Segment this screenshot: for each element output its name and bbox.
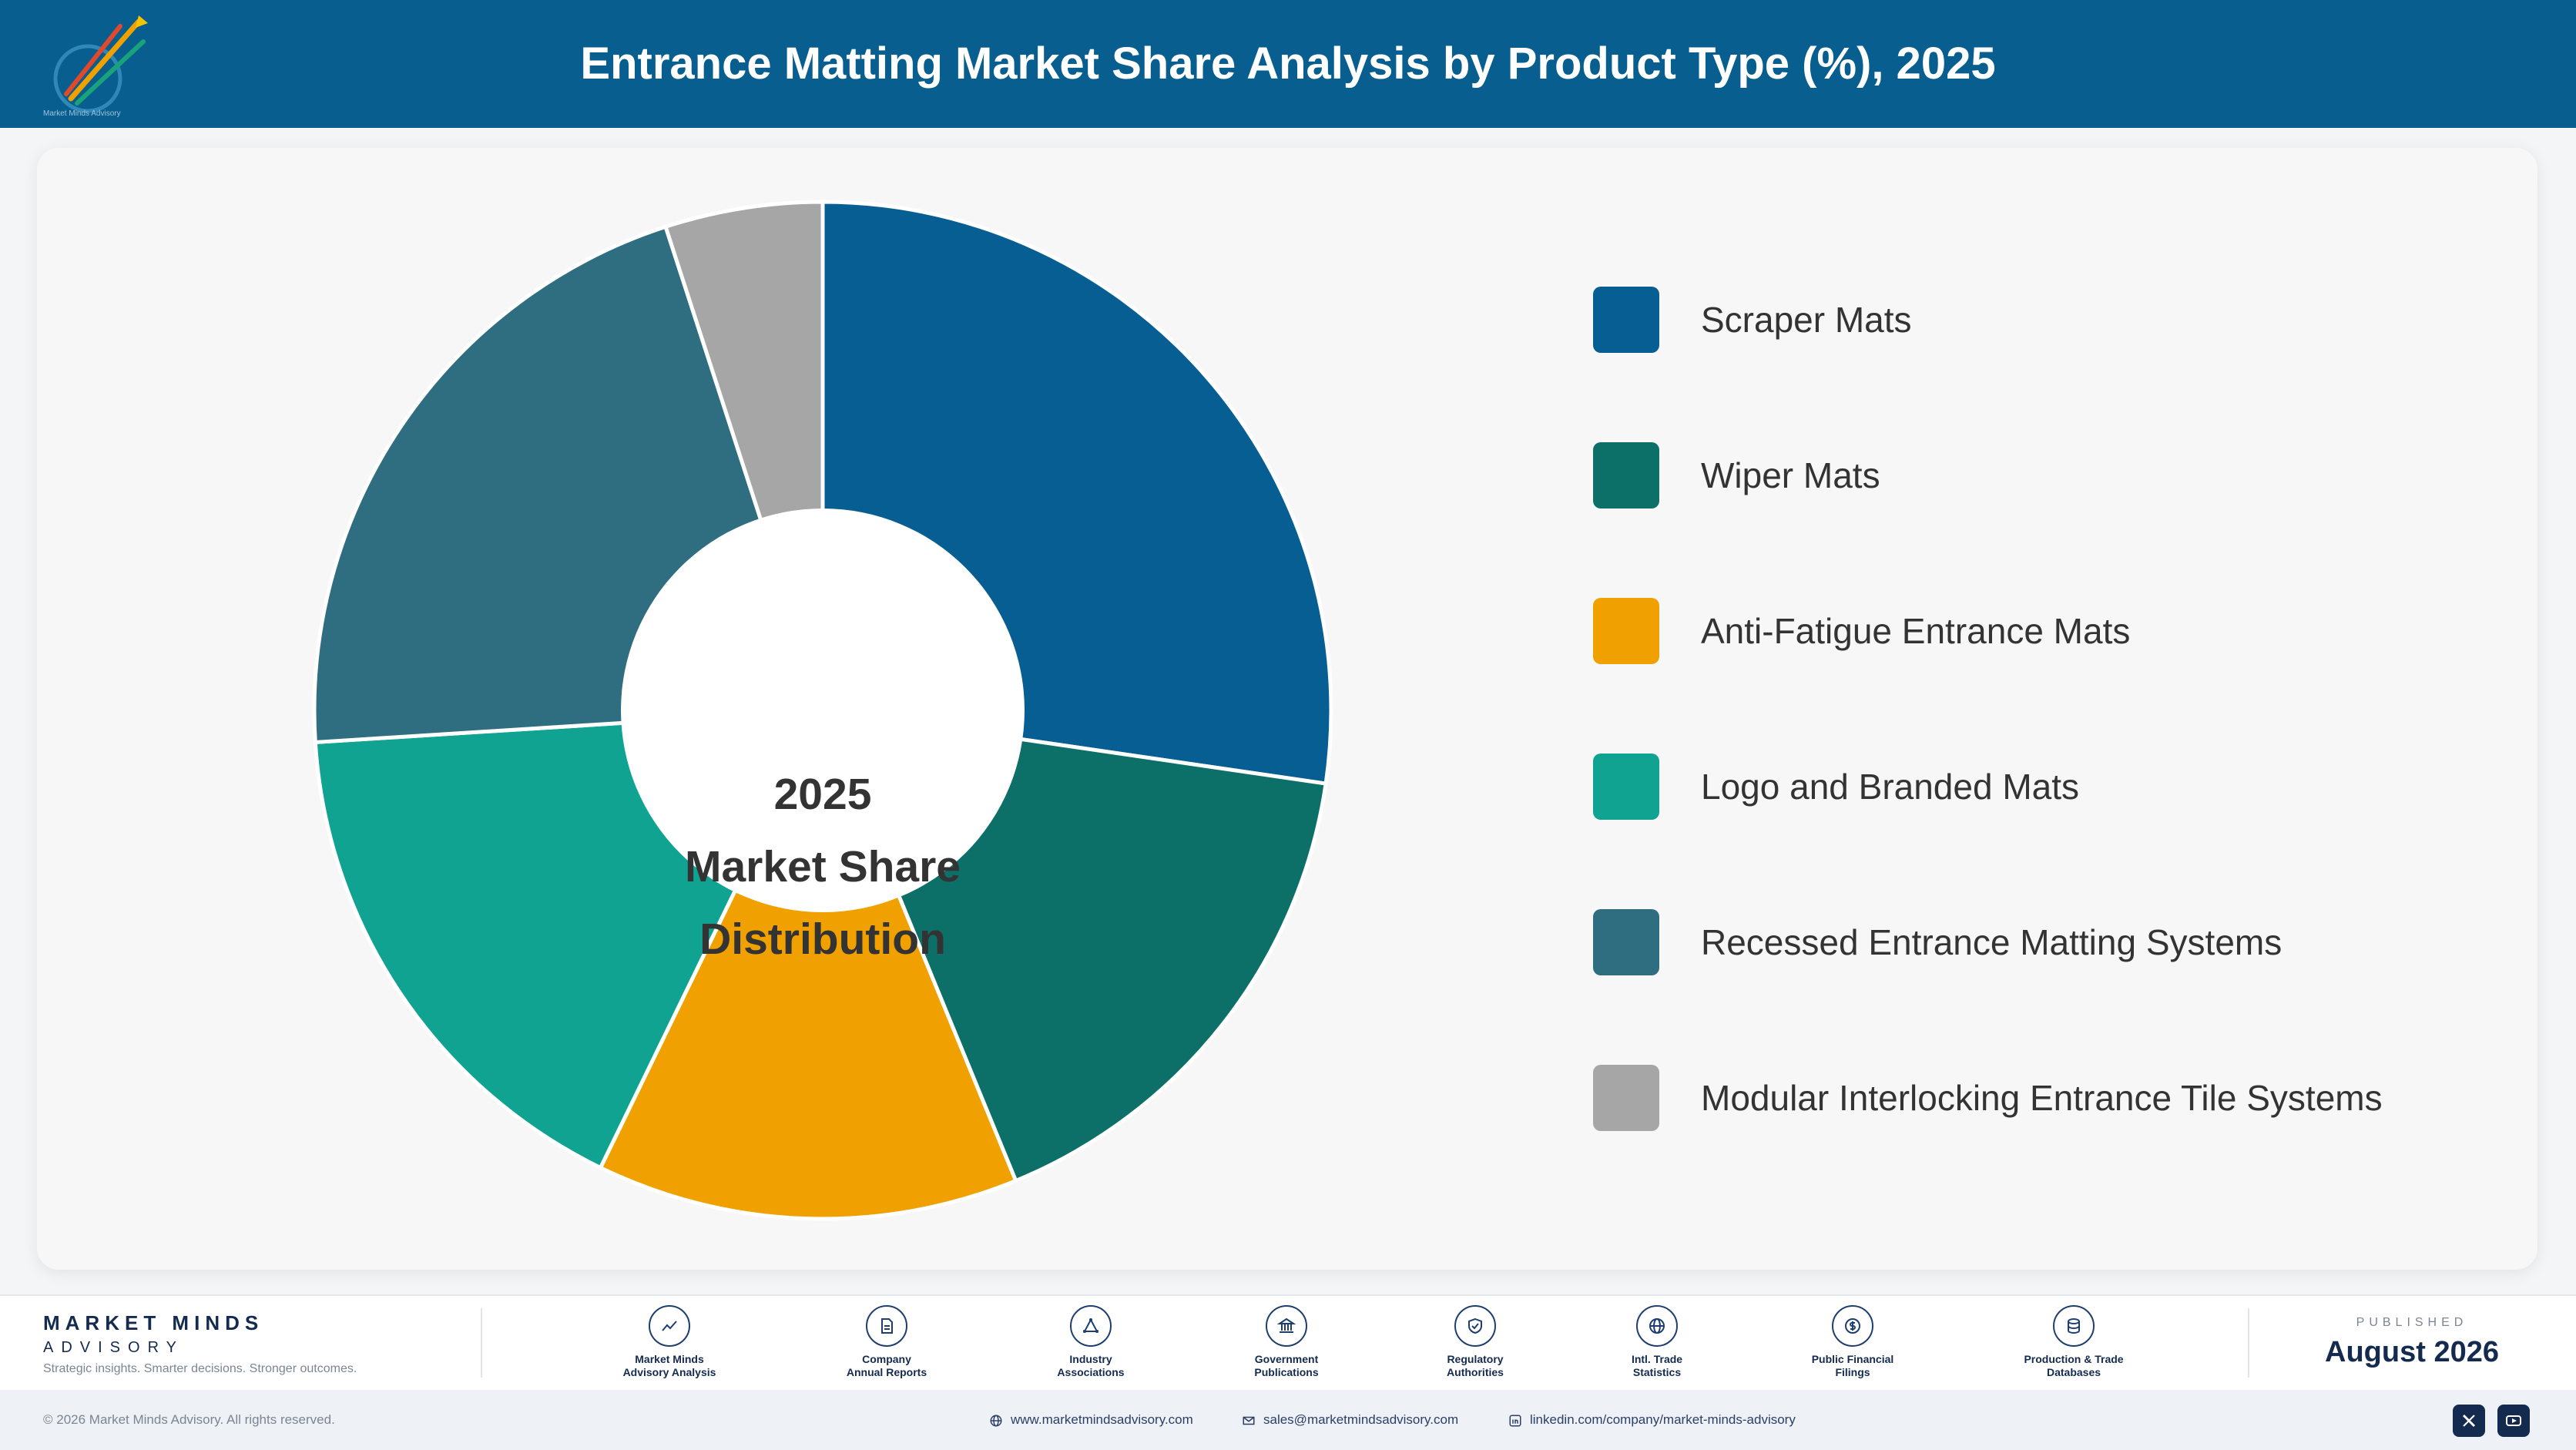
- source-item: Intl. Trade Statistics: [1572, 1305, 1742, 1379]
- source-item: Public Financial Filings: [1768, 1305, 1937, 1379]
- youtube-icon: [2506, 1415, 2521, 1426]
- source-item: Regulatory Authorities: [1390, 1305, 1560, 1379]
- published-date: August 2026: [2325, 1336, 2499, 1368]
- footer-divider: [481, 1308, 482, 1378]
- brand-name: MARKET MINDS: [43, 1311, 264, 1334]
- source-item: Company Annual Reports: [802, 1305, 971, 1379]
- legend-swatch: [1593, 442, 1659, 509]
- pie-center-hole: [621, 509, 1025, 912]
- source-item: Industry Associations: [1006, 1305, 1176, 1379]
- shield-check-icon: [1454, 1305, 1496, 1347]
- pie-center-label: 2025 Market Share Distribution: [630, 758, 1015, 975]
- source-label-line1: Industry: [1069, 1353, 1112, 1365]
- legend-label: Modular Interlocking Entrance Tile Syste…: [1701, 1078, 2383, 1118]
- email-link[interactable]: sales@marketmindsadvisory.com: [1242, 1390, 1458, 1450]
- pie-slice-anti-fatigue-entrance-mats: [599, 708, 1018, 1221]
- brand-tagline: Strategic insights. Smarter decisions. S…: [43, 1362, 357, 1375]
- globe-icon: [990, 1415, 1002, 1427]
- linkedin-text: linkedin.com/company/market-minds-adviso…: [1530, 1412, 1796, 1427]
- network-icon: [1070, 1305, 1112, 1347]
- x-social-button[interactable]: [2453, 1405, 2485, 1437]
- email-text: sales@marketmindsadvisory.com: [1263, 1412, 1459, 1427]
- website-link[interactable]: www.marketmindsadvisory.com: [989, 1390, 1193, 1450]
- source-label-line2: Advisory Analysis: [622, 1366, 716, 1378]
- linkedin-icon: [1509, 1415, 1521, 1427]
- youtube-social-button[interactable]: [2497, 1405, 2530, 1437]
- copyright-text: © 2026 Market Minds Advisory. All rights…: [43, 1412, 335, 1427]
- source-label-line1: Company: [862, 1353, 911, 1365]
- website-text: www.marketmindsadvisory.com: [1011, 1412, 1193, 1427]
- bottom-bar: © 2026 Market Minds Advisory. All rights…: [0, 1390, 2576, 1450]
- source-label-line1: Regulatory: [1447, 1353, 1504, 1365]
- source-label-line1: Intl. Trade: [1631, 1353, 1683, 1365]
- legend-swatch: [1593, 754, 1659, 820]
- trend-line-icon: [649, 1305, 690, 1347]
- legend-label: Recessed Entrance Matting Systems: [1701, 922, 2283, 962]
- legend-swatch: [1593, 598, 1659, 664]
- legend-label: Logo and Branded Mats: [1701, 767, 2080, 807]
- header-bar: Market Minds Advisory Entrance Matting M…: [0, 0, 2576, 128]
- page-title: Entrance Matting Market Share Analysis b…: [580, 39, 1996, 89]
- source-label-line1: Public Financial: [1811, 1353, 1894, 1365]
- legend-label: Wiper Mats: [1701, 455, 1880, 495]
- legend-swatch: [1593, 1065, 1659, 1131]
- footer-divider: [2248, 1308, 2249, 1378]
- source-label-line2: Databases: [2046, 1366, 2101, 1378]
- logo-tagline: Market Minds Advisory: [43, 109, 121, 118]
- source-item: Market Minds Advisory Analysis: [585, 1305, 754, 1379]
- logo-icon: [53, 15, 148, 113]
- legend-label: Scraper Mats: [1701, 300, 1912, 340]
- document-icon: [866, 1305, 907, 1347]
- government-building-icon: [1266, 1305, 1307, 1347]
- source-label-line1: Market Minds: [635, 1353, 704, 1365]
- mail-icon: [1243, 1416, 1255, 1425]
- legend-swatch: [1593, 909, 1659, 975]
- source-label-line2: Filings: [1835, 1366, 1870, 1378]
- chart-card: 2025 Market Share Distribution Scraper M…: [37, 148, 2537, 1270]
- x-icon: [2462, 1414, 2476, 1428]
- source-label-line2: Associations: [1057, 1366, 1125, 1378]
- source-item: Production & Trade Databases: [1989, 1305, 2158, 1379]
- pie-chart: [312, 200, 1333, 1221]
- globe-icon: [1636, 1305, 1678, 1347]
- database-icon: [2053, 1305, 2095, 1347]
- source-label-line2: Annual Reports: [846, 1366, 927, 1378]
- center-label-line3: Distribution: [699, 915, 946, 964]
- source-label-line1: Government: [1254, 1353, 1319, 1365]
- source-item: Government Publications: [1202, 1305, 1371, 1379]
- center-label-line2: Market Share: [684, 842, 961, 891]
- legend-label: Anti-Fatigue Entrance Mats: [1701, 611, 2131, 651]
- source-label-line2: Publications: [1254, 1366, 1319, 1378]
- dollar-coin-icon: [1832, 1305, 1873, 1347]
- legend-swatch: [1593, 287, 1659, 353]
- source-label-line1: Production & Trade: [2024, 1353, 2124, 1365]
- linkedin-link[interactable]: linkedin.com/company/market-minds-adviso…: [1508, 1390, 1796, 1450]
- source-label-line2: Statistics: [1632, 1366, 1682, 1378]
- center-label-year: 2025: [773, 770, 872, 819]
- source-label-line2: Authorities: [1447, 1366, 1504, 1378]
- published-label: PUBLISHED: [2356, 1316, 2468, 1329]
- brand-subtitle: ADVISORY: [43, 1339, 184, 1356]
- footer: MARKET MINDS ADVISORY Strategic insights…: [0, 1294, 2576, 1390]
